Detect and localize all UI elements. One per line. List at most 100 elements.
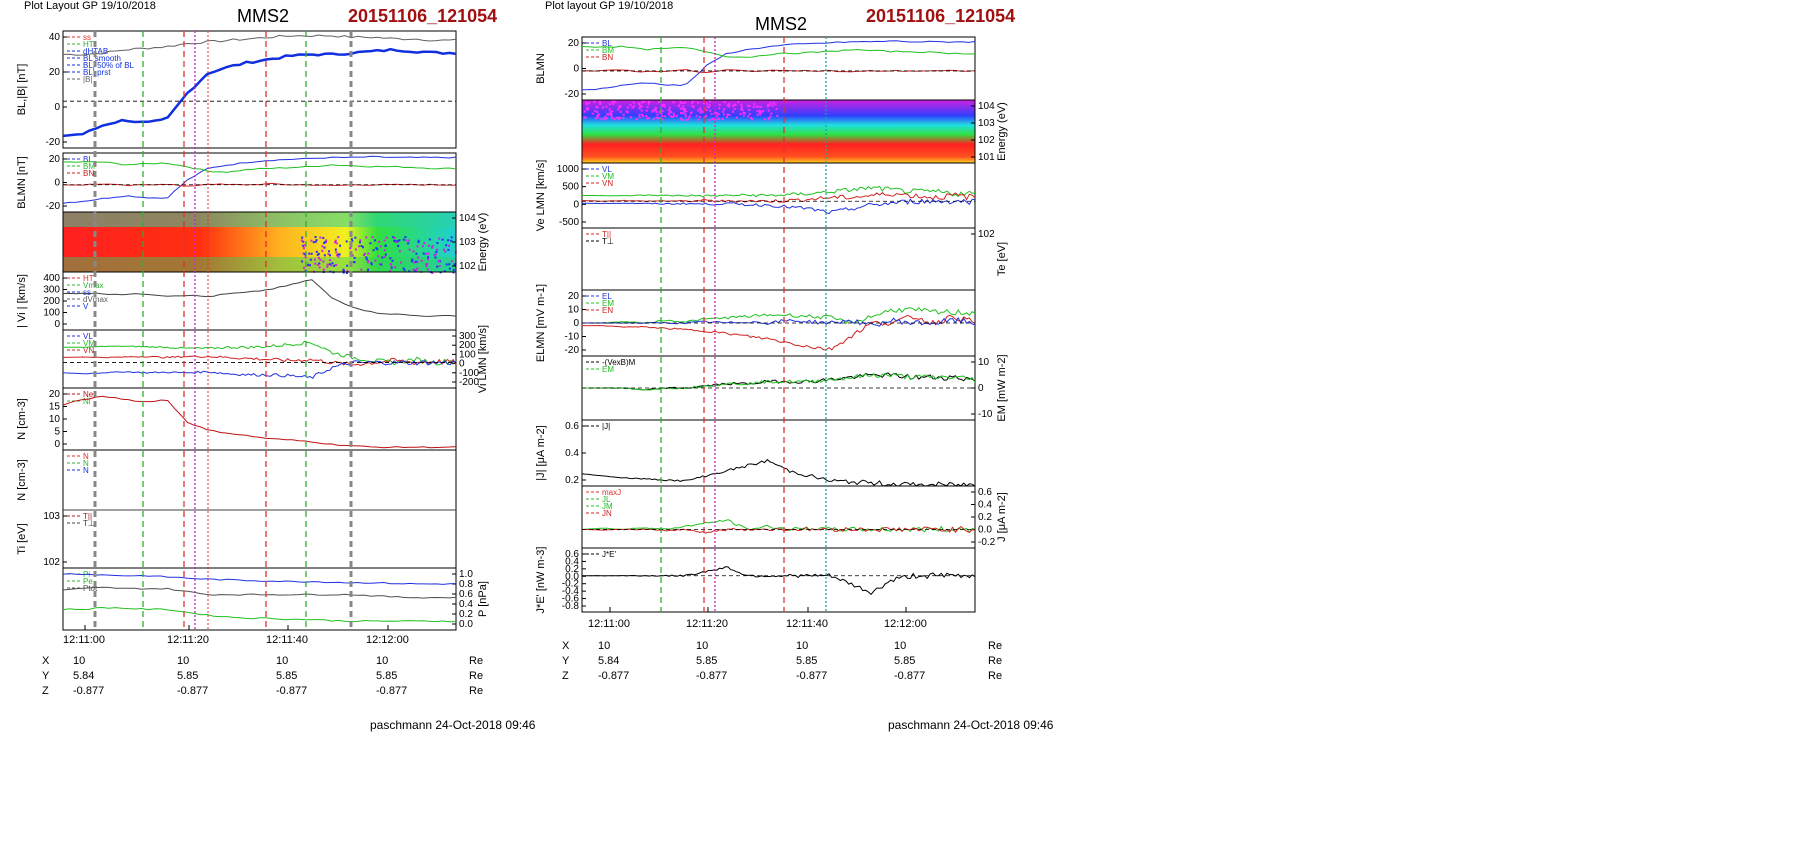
spectrogram-pixel [447,248,450,251]
spectrogram-pixel [594,110,597,113]
spectrogram-pixel [391,259,394,262]
spectrogram-pixel [654,109,657,112]
left-series-Pb [62,573,457,585]
spectrogram-pixel [329,254,332,257]
spectrogram-pixel [645,109,648,112]
spectrogram-pixel [596,106,599,109]
spectrogram-pixel [323,254,326,257]
spectrogram-pixel [727,105,730,108]
spectrogram-pixel [599,101,602,104]
spectrogram-pixel [321,249,324,252]
spectrogram-pixel [319,258,322,261]
spectrogram-pixel [695,115,698,118]
spectrogram-pixel [639,105,642,108]
spectrogram-pixel [723,101,726,104]
spectrogram-pixel [304,269,307,272]
spectrogram-pixel [414,260,417,263]
ephem-value: 5.85 [177,670,199,682]
spectrogram-pixel [426,263,429,266]
left-ytick-label: 300 [459,331,476,342]
left-ytick-label: 300 [43,285,60,296]
spectrogram-pixel [450,236,453,239]
legend-label: BL [602,39,612,48]
spectrogram-pixel [588,102,591,105]
spectrogram-pixel [718,107,721,110]
right-series-EN [582,314,976,351]
spectrogram-pixel [635,117,638,120]
spectrogram-pixel [450,239,453,242]
left-ytick-label: 104 [459,213,476,224]
left-ylabel: Energy (eV) [477,213,489,272]
legend-label: T|| [83,512,92,521]
spectrogram-pixel [660,112,663,115]
legend-label: VL [83,332,93,341]
spectrogram-pixel [389,257,392,260]
spectrogram-pixel [362,246,365,249]
spectrogram-pixel [776,114,779,117]
spectrogram-pixel [617,116,620,119]
spectrogram-pixel [685,118,688,121]
spectrogram-pixel [647,117,650,120]
right-panel-frame-3 [581,227,976,291]
left-series-B [62,34,457,56]
ephem-value: -0.877 [696,670,728,682]
legend-label: HT [83,40,94,49]
spectrogram-pixel [371,236,374,239]
spectrogram-pixel [710,113,713,116]
spectrogram-pixel [626,106,629,109]
spectrogram-pixel [321,245,324,248]
spectrogram-pixel [353,256,356,259]
left-event-title: 20151106_121054 [348,6,498,26]
right-series-EM [582,372,976,391]
spectrogram-pixel [741,109,744,112]
spectrogram-pixel [617,117,620,120]
spectrogram-pixel [308,252,311,255]
spectrogram-pixel [337,255,340,258]
spectrogram-pixel [380,263,383,266]
legend-label: |B| [83,75,93,84]
ephem-value: 10 [177,655,190,667]
spectrogram-pixel [671,115,674,118]
spectrogram-pixel [430,246,433,249]
spectrogram-pixel [758,112,761,115]
spectrogram-pixel [416,245,419,248]
spectrogram-pixel [606,117,609,120]
legend-label: EM [602,365,614,374]
spectrogram-pixel [705,114,708,117]
spectrogram-pixel [768,104,771,107]
left-ylabel: | Vi | [km/s] [16,274,28,328]
spectrogram-pixel [301,260,304,263]
spectrogram-pixel [376,248,379,251]
spectrogram-pixel [661,110,664,113]
spectrogram-pixel [668,112,671,115]
right-ytick-label: 0.2 [565,564,579,575]
spectrogram-pixel [728,113,731,116]
spectrogram-pixel [670,111,673,114]
spectrogram-pixel [611,117,614,120]
spectrogram-pixel [737,100,740,103]
spectrogram-pixel [413,261,416,264]
left-ytick-label: 0.0 [459,619,473,630]
spectrogram-pixel [609,111,612,114]
spectrogram-pixel [717,118,720,121]
spectrogram-pixel [706,105,709,108]
spectrogram-pixel [655,116,658,119]
legend-label: EL [602,292,612,301]
legend-label: V [83,302,89,311]
spectrogram-pixel [334,248,337,251]
spectrogram-pixel [611,110,614,113]
right-ytick-label: 1000 [557,164,580,175]
spectrogram-pixel [447,239,450,242]
spectrogram-pixel [717,113,720,116]
spectrogram-pixel [416,260,419,263]
legend-label: BN [83,169,94,178]
ephem-value: 10 [796,640,809,652]
right-ytick-label: 0.2 [565,475,579,486]
legend-label: BL [83,155,93,164]
